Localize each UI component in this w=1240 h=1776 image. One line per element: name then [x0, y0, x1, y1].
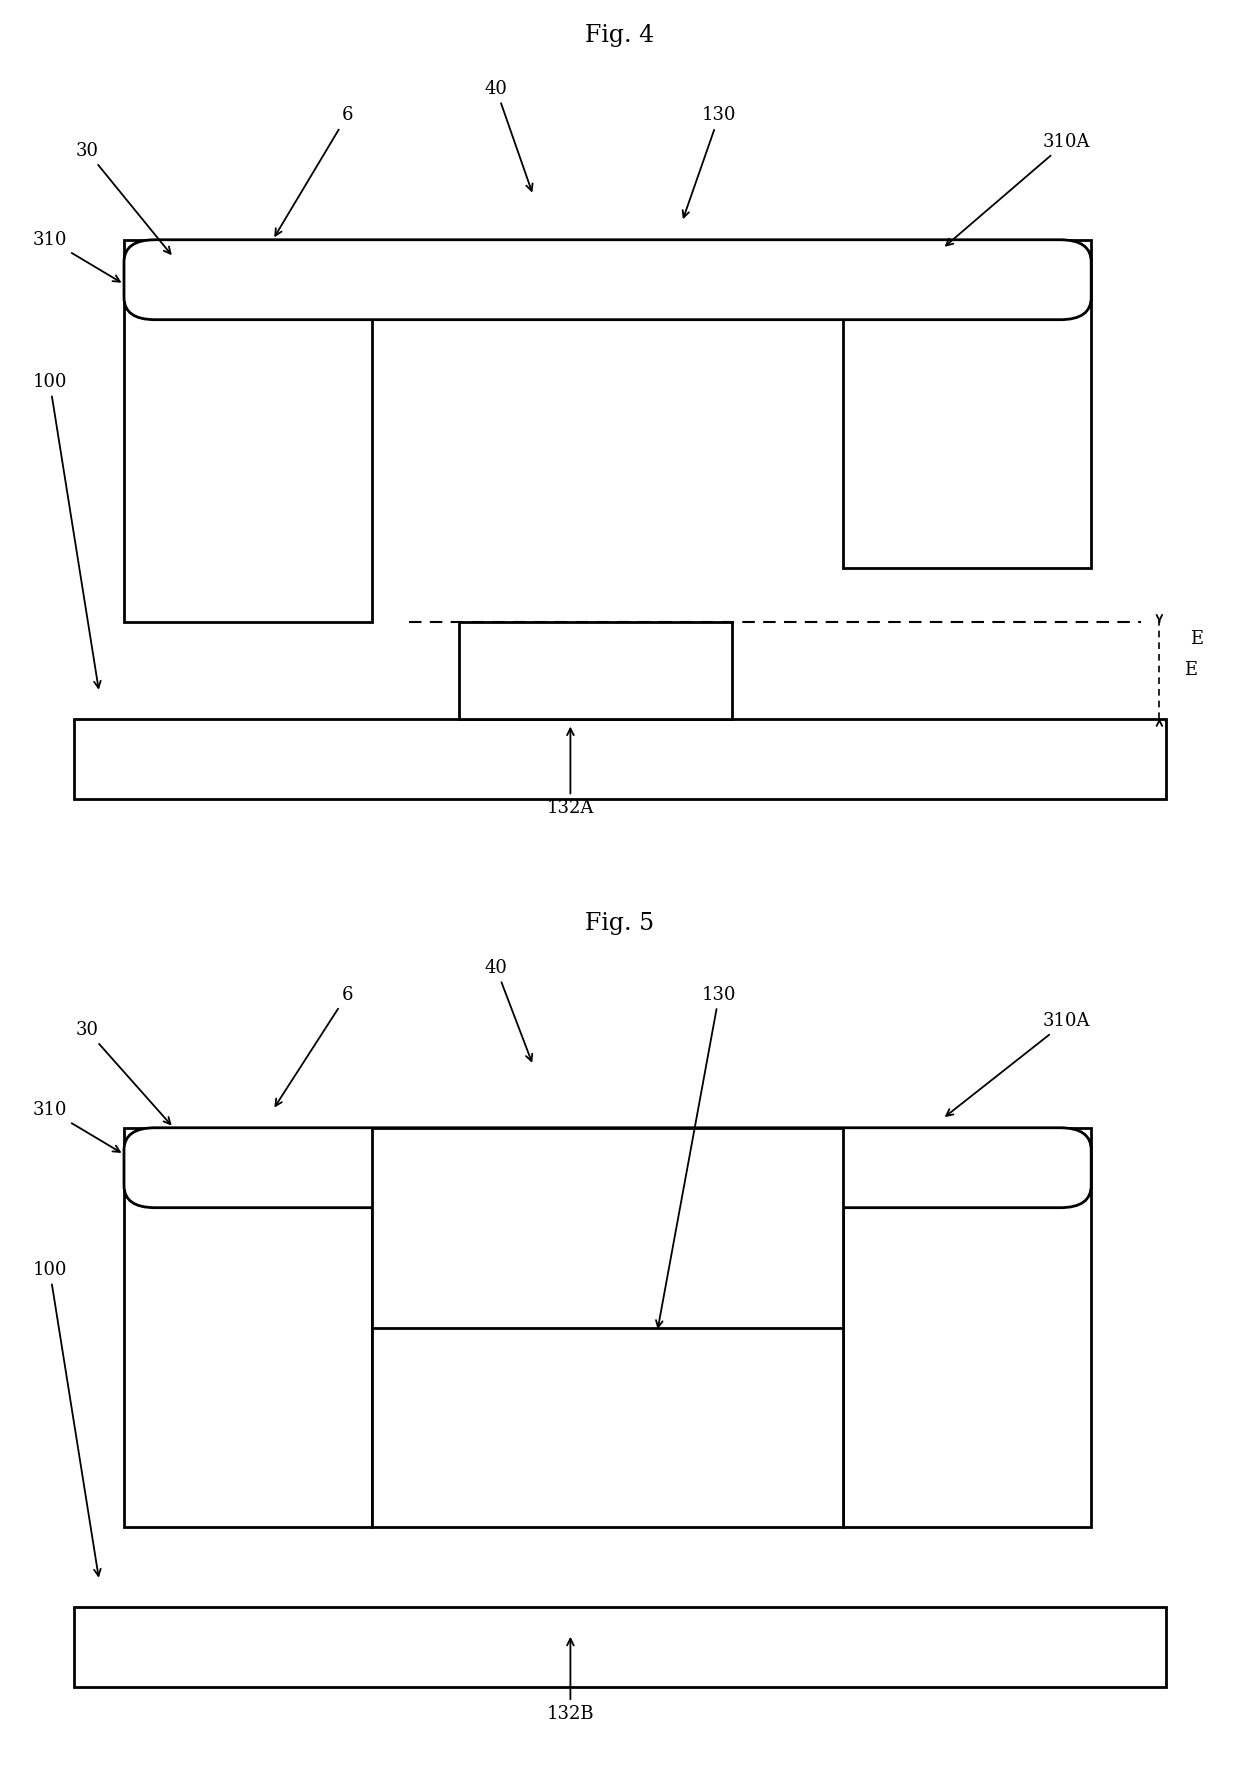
Text: 310A: 310A [946, 1012, 1090, 1115]
FancyBboxPatch shape [124, 240, 1091, 320]
FancyBboxPatch shape [74, 1607, 1166, 1687]
Text: 100: 100 [32, 373, 100, 687]
Text: 100: 100 [32, 1261, 100, 1575]
Text: Fig. 5: Fig. 5 [585, 913, 655, 934]
FancyBboxPatch shape [124, 1128, 372, 1527]
Text: 30: 30 [76, 1021, 170, 1124]
Text: 6: 6 [275, 107, 353, 236]
Text: 130: 130 [683, 107, 737, 217]
Text: 310A: 310A [946, 133, 1090, 245]
Text: 132A: 132A [547, 728, 594, 817]
Text: 6: 6 [275, 986, 353, 1106]
Text: 40: 40 [485, 959, 532, 1060]
FancyBboxPatch shape [124, 240, 372, 622]
Text: 40: 40 [485, 80, 532, 190]
FancyBboxPatch shape [843, 1128, 1091, 1527]
Text: E: E [1184, 661, 1198, 680]
Text: 30: 30 [76, 142, 171, 254]
FancyBboxPatch shape [843, 240, 1091, 568]
FancyBboxPatch shape [124, 1128, 1091, 1208]
Text: Fig. 4: Fig. 4 [585, 25, 655, 46]
Text: 310: 310 [32, 1101, 120, 1153]
FancyBboxPatch shape [459, 622, 732, 719]
FancyBboxPatch shape [372, 1128, 843, 1527]
FancyBboxPatch shape [74, 719, 1166, 799]
Text: 310: 310 [32, 231, 120, 282]
Text: 132B: 132B [547, 1639, 594, 1723]
Text: E: E [1190, 630, 1203, 648]
Text: 130: 130 [656, 986, 737, 1327]
